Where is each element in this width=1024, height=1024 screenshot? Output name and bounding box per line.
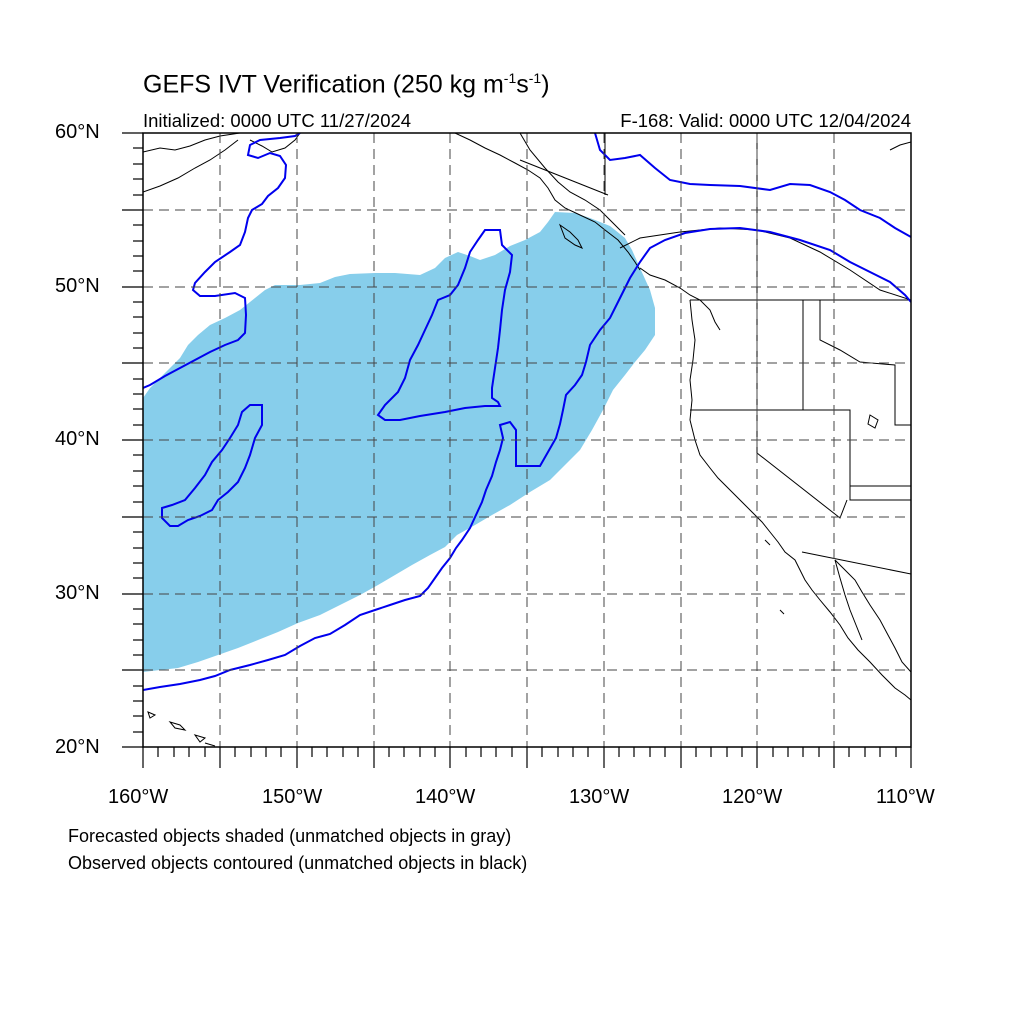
observed-large-object: [143, 133, 301, 389]
lon-label-140w: 140°W: [415, 786, 476, 808]
lon-label-150w: 150°W: [262, 786, 323, 808]
lon-label-120w: 120°W: [722, 786, 783, 808]
lat-label-60n: 60°N: [55, 121, 100, 143]
valid-time: F-168: Valid: 0000 UTC 12/04/2024: [620, 110, 911, 131]
observed-ivt-contours: [143, 133, 911, 691]
observed-small-object: [161, 404, 263, 527]
tick-marks: [122, 132, 912, 768]
grid-lines: [143, 133, 911, 747]
observed-main-object: [143, 226, 911, 691]
lon-label-130w: 130°W: [569, 786, 630, 808]
observed-canada-object: [594, 133, 911, 238]
lat-label-40n: 40°N: [55, 428, 100, 450]
lon-label-160w: 160°W: [108, 786, 169, 808]
footer-observed-note: Observed objects contoured (unmatched ob…: [68, 853, 528, 873]
lat-label-30n: 30°N: [55, 582, 100, 604]
initialized-time: Initialized: 0000 UTC 11/27/2024: [143, 110, 412, 131]
footer-forecast-note: Forecasted objects shaded (unmatched obj…: [68, 826, 512, 846]
observed-mid-object: [376, 229, 514, 421]
map-title: GEFS IVT Verification (250 kg m-1s-1): [143, 70, 550, 99]
lat-label-20n: 20°N: [55, 736, 100, 758]
lon-label-110w: 110°W: [876, 786, 935, 808]
lat-label-50n: 50°N: [55, 275, 100, 297]
